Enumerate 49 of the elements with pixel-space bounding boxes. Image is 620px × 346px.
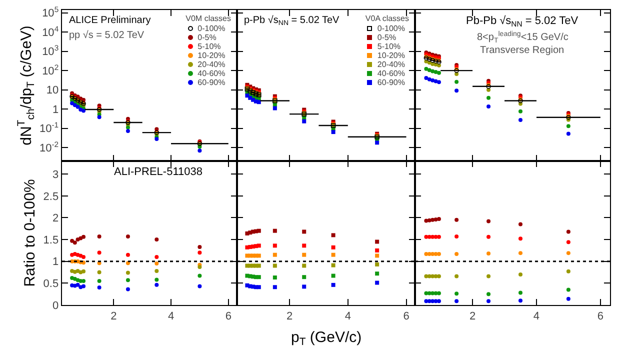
x-tick-label: 6 <box>597 310 604 322</box>
y-tick-label: 2.5 <box>43 190 59 203</box>
legend-label: 20-40% <box>198 60 226 69</box>
y-tick-label: 0.5 <box>43 278 59 290</box>
y-tick-label: 10 <box>46 84 59 97</box>
y-tick-label: 10$^{4}$ <box>42 24 60 39</box>
y-tick-label: 10$^{-1}$ <box>40 120 59 136</box>
y-tick-label: 10$^{-2}$ <box>40 140 59 154</box>
y-tick-label: 3 <box>52 168 59 181</box>
legend-label: 0-100% <box>377 24 405 33</box>
annotation: Pb-Pb √s$_{NN}$ = 5.02 TeV <box>466 15 579 28</box>
legend-label: 0-100% <box>198 24 226 33</box>
y-tick-label: 1 <box>52 104 59 116</box>
y-tick-label: 1.5 <box>43 234 59 246</box>
annotation: Transverse Region <box>480 45 564 56</box>
legend-label: 60-90% <box>377 78 405 87</box>
x-tick-label: 2 <box>110 310 117 322</box>
legend-label: 40-60% <box>198 69 226 78</box>
legend-label: 0-5% <box>198 33 216 42</box>
legend-label: 0-5% <box>377 33 396 42</box>
annotation: ALICE Preliminary <box>69 15 151 26</box>
annotation: pp √s = 5.02 TeV <box>69 30 144 41</box>
legend-title: V0M classes <box>186 14 231 23</box>
x-tick-label: 6 <box>225 310 232 322</box>
legend-label: 5-10% <box>377 42 401 51</box>
y-tick-label: 1 <box>52 256 59 268</box>
x-tick-label: 4 <box>344 310 351 322</box>
legend-label: 40-60% <box>377 69 405 78</box>
x-axis-title: p$_{T}$ (GeV/c) <box>291 329 362 346</box>
y-tick-label: 10$^{2}$ <box>42 62 59 78</box>
y-tick-label: 10$^{5}$ <box>42 5 59 20</box>
annotation: 8<p$_{T}$$^{leading}$<15 GeV/c <box>477 30 568 44</box>
y-axis-title: Ratio to 0-100% <box>22 179 39 287</box>
x-tick-label: 6 <box>403 310 410 322</box>
legend-label: 10-20% <box>377 51 405 60</box>
legend-label: 10-20% <box>198 51 226 60</box>
y-tick-label: 2 <box>52 212 59 225</box>
x-tick-label: 2 <box>469 310 476 322</box>
x-tick-label: 2 <box>286 310 293 322</box>
annotation: p-Pb √s$_{NN}$ = 5.02 TeV <box>244 15 340 28</box>
y-tick-label: 0 <box>52 300 59 312</box>
y-tick-label: 10$^{3}$ <box>42 44 59 58</box>
x-tick-label: 4 <box>533 310 540 322</box>
annotation: ALI-PREL-511038 <box>114 166 202 178</box>
legend-label: 5-10% <box>198 42 221 51</box>
legend-title: V0A classes <box>365 14 409 23</box>
legend-label: 60-90% <box>198 78 226 87</box>
x-tick-label: 4 <box>168 310 174 322</box>
legend-label: 20-40% <box>377 60 405 69</box>
